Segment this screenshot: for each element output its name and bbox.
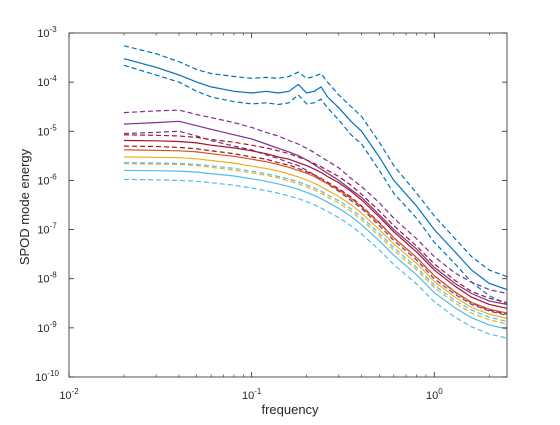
series-line-2 — [123, 45, 508, 278]
series-line-3 — [123, 64, 508, 305]
tick-layer: 10-10 10-9 10-8 10-7 10-6 10-5 10-4 10-3 10-2 10-… — [35, 25, 507, 402]
axes-box — [68, 32, 508, 378]
series-line-12 — [123, 163, 508, 325]
series-line-6 — [123, 130, 508, 316]
y-tick-label: 10-8 — [37, 271, 57, 286]
series-line-11 — [123, 156, 508, 320]
series-line-4 — [123, 120, 508, 305]
x-tick-label: 10-2 — [59, 387, 79, 402]
series-line-7 — [123, 139, 508, 309]
y-tick-label: 10-7 — [37, 222, 57, 237]
y-tick-label: 10-10 — [35, 369, 59, 384]
series-line-13 — [123, 169, 508, 330]
plot-area — [69, 33, 507, 377]
series-line-5 — [123, 109, 508, 295]
x-tick-label: 10-1 — [242, 387, 262, 402]
series-layer — [123, 45, 508, 339]
y-tick-label: 10-9 — [37, 320, 57, 335]
series-line-10 — [123, 149, 508, 314]
series-line-1 — [123, 58, 508, 291]
y-tick-label: 10-3 — [37, 25, 57, 40]
y-axis-label: SPOD mode energy — [17, 148, 32, 265]
y-tick-label: 10-5 — [37, 123, 57, 138]
series-line-15 — [123, 162, 508, 323]
y-tick-label: 10-6 — [37, 172, 57, 187]
x-axis-label: frequency — [261, 402, 319, 417]
series-line-8 — [123, 134, 508, 303]
x-tick-label: 100 — [426, 387, 443, 402]
series-line-14 — [123, 178, 508, 339]
y-tick-label: 10-4 — [37, 74, 57, 89]
